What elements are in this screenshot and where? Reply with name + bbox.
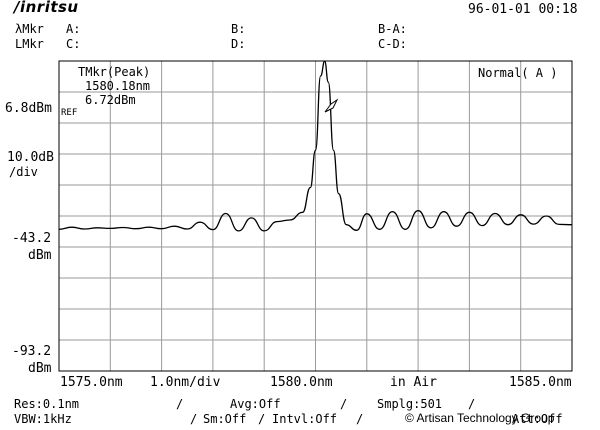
status-avg: Avg:Off — [230, 397, 281, 411]
bottom-level: -93.2 — [12, 344, 52, 359]
status-sep-3: / — [468, 397, 476, 411]
status-sep-5: / — [258, 412, 266, 426]
status-res: Res:0.1nm — [14, 397, 80, 411]
status-att: Att:Off — [512, 412, 563, 426]
spectrum-trace — [58, 60, 573, 232]
scale-value: 10.0dB — [7, 150, 54, 165]
marker-d: D: — [231, 37, 246, 51]
marker-c: C: — [66, 37, 81, 51]
x-medium: in Air — [390, 375, 437, 390]
plot-grid — [59, 61, 572, 371]
tmkr-title: TMkr(Peak) — [78, 65, 151, 79]
x-stop: 1585.0nm — [509, 375, 572, 390]
status-sep-4: / — [190, 412, 198, 426]
mid-level: -43.2 — [12, 231, 52, 246]
anritsu-logo: /inritsu — [14, 0, 79, 16]
date-time: 96-01-01 00:18 — [468, 2, 578, 17]
status-vbw: VBW:1kHz — [14, 412, 72, 426]
bottom-level-unit: dBm — [28, 361, 52, 376]
marker-c-minus-d: C-D: — [378, 37, 407, 51]
ref-tag: REF — [61, 108, 78, 118]
status-sep-1: / — [176, 397, 184, 411]
scale-unit: /div — [9, 165, 38, 179]
status-sep-6: / — [356, 412, 364, 426]
mid-level-unit: dBm — [28, 248, 52, 263]
marker-b-minus-a: B-A: — [378, 22, 407, 36]
x-start: 1575.0nm — [60, 375, 123, 390]
tmkr-level: 6.72dBm — [85, 93, 136, 107]
lambda-marker-label: λMkr — [15, 22, 44, 36]
watermark: © Artisan Technology Group — [405, 411, 555, 425]
trace-mode: Normal( A ) — [478, 66, 558, 80]
status-sm: Sm:Off — [203, 412, 247, 426]
x-center: 1580.0nm — [270, 375, 333, 390]
marker-a: A: — [66, 22, 81, 36]
status-smplg: Smplg:501 — [377, 397, 443, 411]
status-sep-2: / — [340, 397, 348, 411]
peak-marker-icon — [324, 98, 339, 113]
tmkr-wavelength: 1580.18nm — [85, 79, 151, 93]
x-span-per-div: 1.0nm/div — [150, 375, 221, 390]
marker-b: B: — [231, 22, 246, 36]
status-intvl: Intvl:Off — [272, 412, 338, 426]
ref-level: 6.8dBm — [5, 101, 52, 116]
plot-frame — [58, 60, 573, 372]
level-marker-label: LMkr — [15, 37, 44, 51]
